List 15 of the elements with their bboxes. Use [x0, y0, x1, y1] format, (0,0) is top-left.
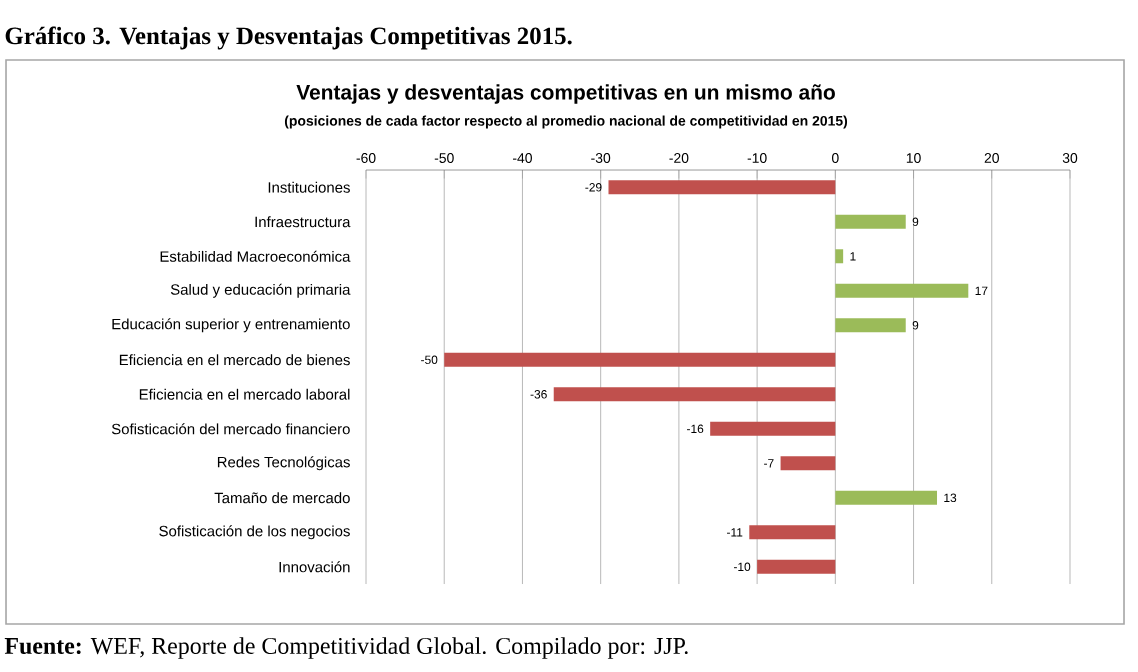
bar: [444, 352, 836, 367]
text: Fuente: WEF, Reporte de Competitividad Global. Compilado por: JJP.: [4, 637, 688, 659]
bar: [553, 387, 836, 402]
bar: [835, 249, 844, 264]
bar: [835, 214, 906, 229]
bar: [835, 318, 906, 333]
bar: [749, 525, 836, 540]
bar: [835, 283, 969, 298]
bar: [710, 421, 836, 436]
bar: [757, 559, 836, 574]
text: Gráfico 3. Ventajas y Desventajas Competitivas 2015.: [5, 26, 572, 50]
bar: [780, 456, 836, 471]
chart-title: Ventajas y desventajas competitivas en un mismo año: [296, 84, 835, 104]
bar: [835, 490, 938, 505]
bar: [608, 180, 836, 195]
